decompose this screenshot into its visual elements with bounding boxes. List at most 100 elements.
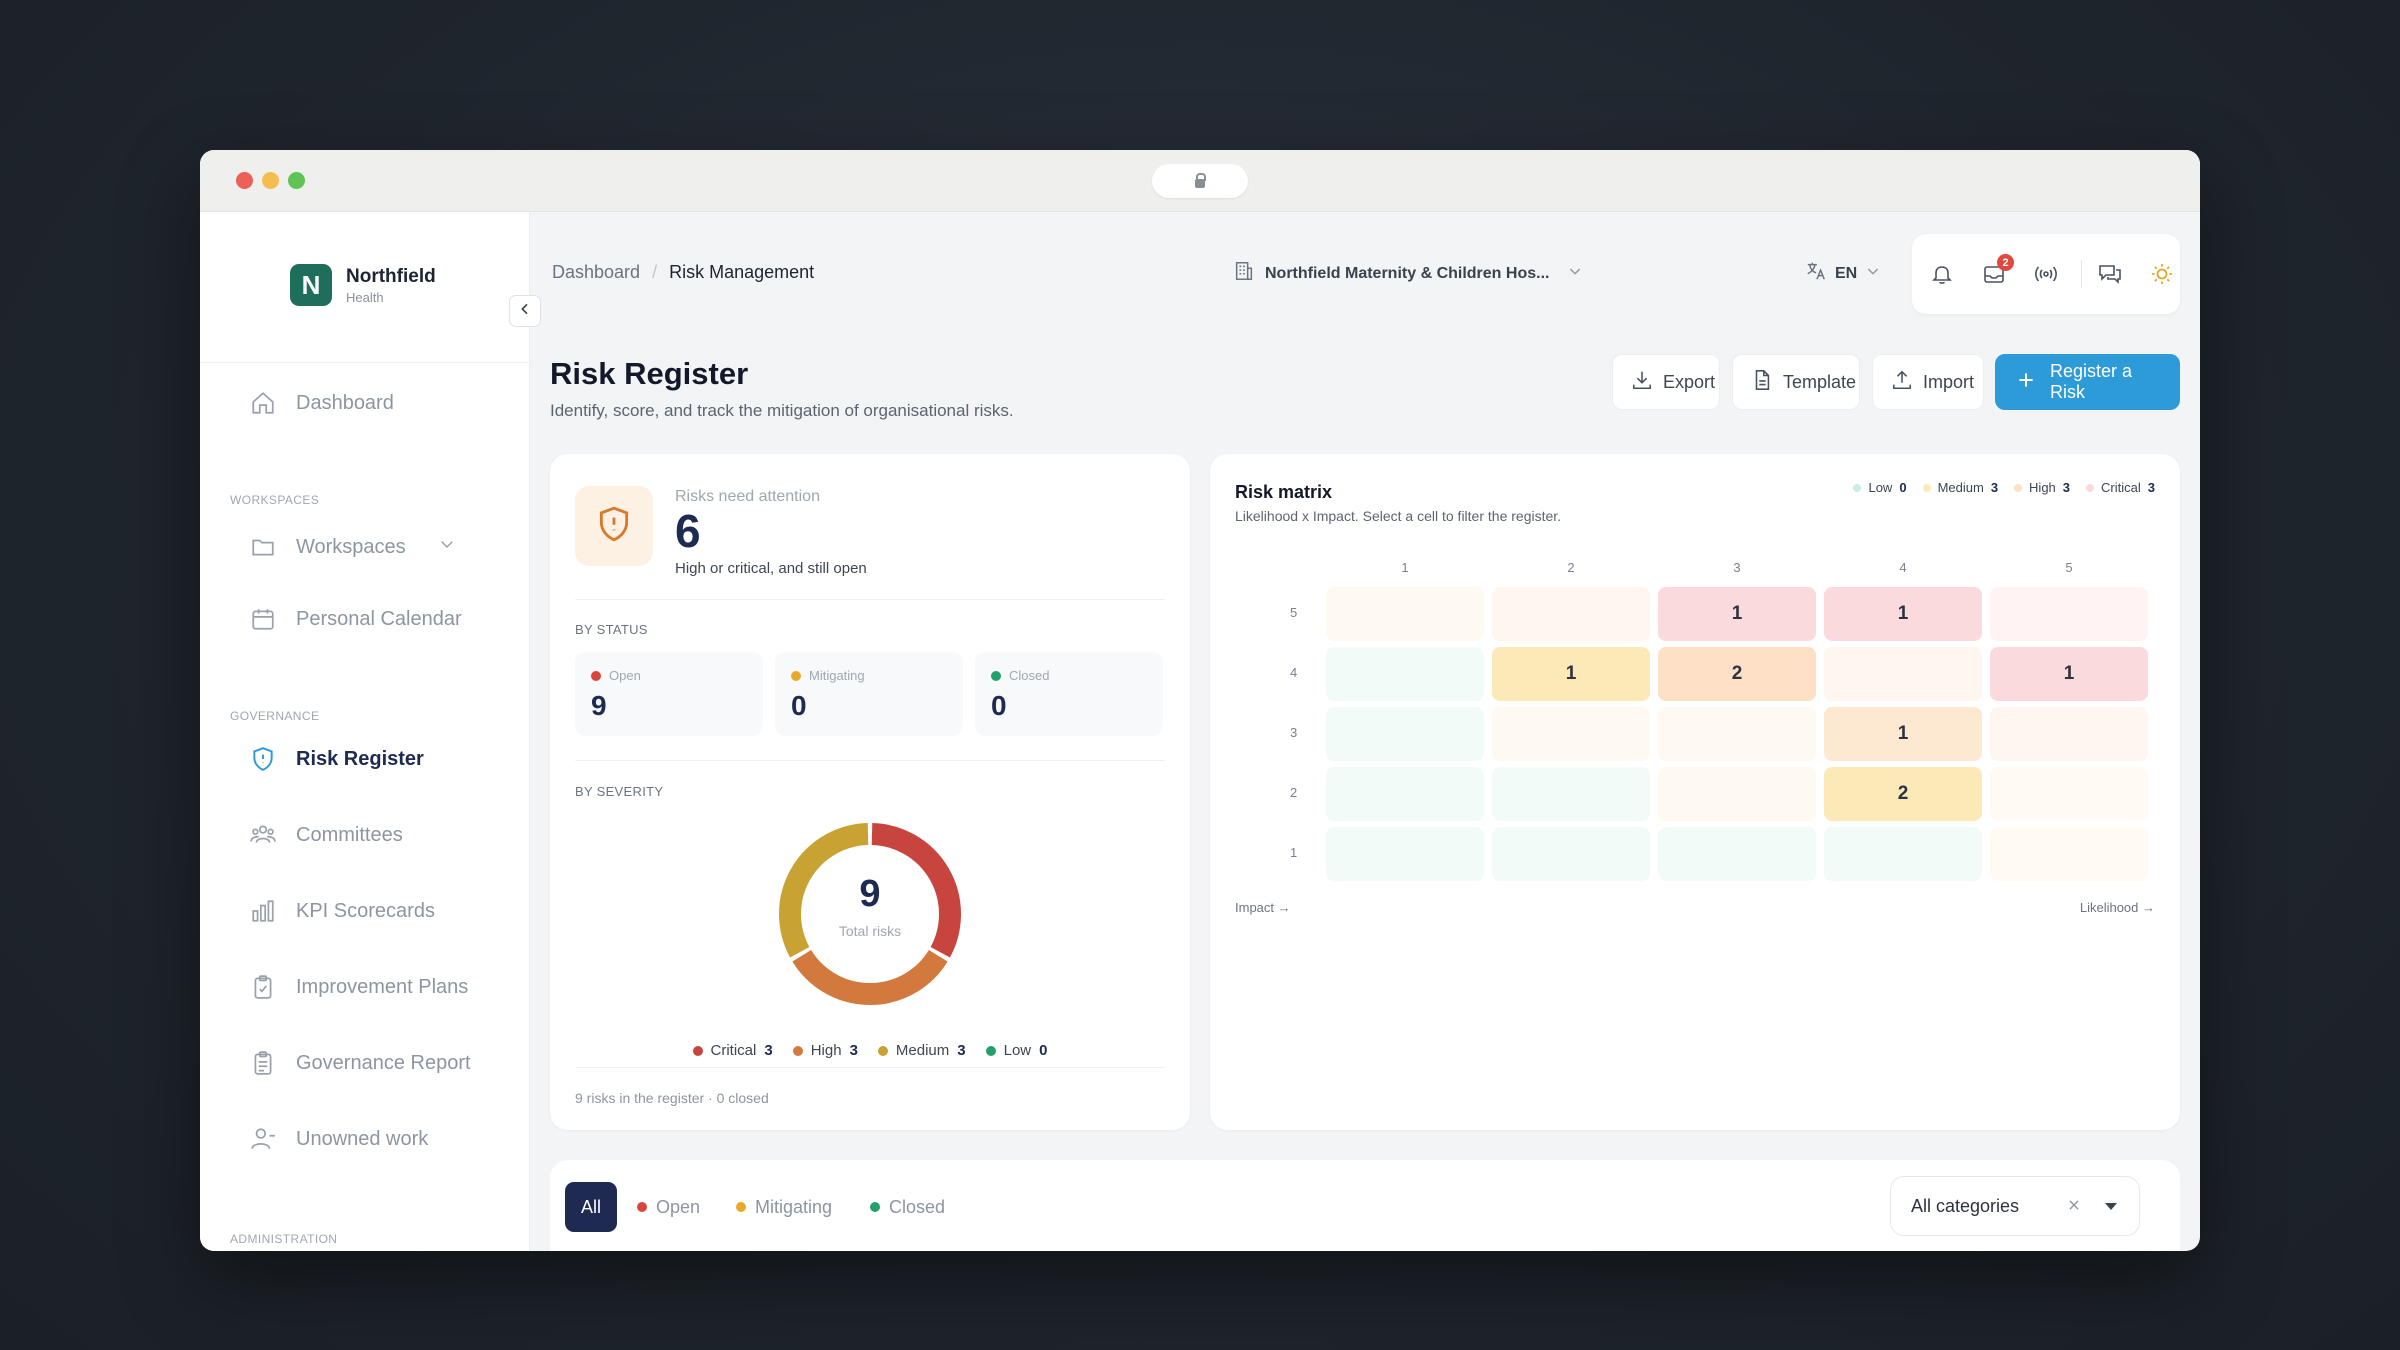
chevron-down-icon[interactable] bbox=[438, 535, 456, 559]
matrix-cell[interactable] bbox=[1990, 827, 2148, 881]
donut-segment-critical[interactable] bbox=[871, 823, 961, 958]
matrix-cell[interactable] bbox=[1824, 647, 1982, 701]
matrix-cell[interactable] bbox=[1990, 707, 2148, 761]
section-label-workspaces: WORKSPACES bbox=[230, 493, 320, 507]
breadcrumb-current: Risk Management bbox=[669, 262, 815, 282]
close-window-button[interactable] bbox=[236, 172, 253, 189]
status-label: Mitigating bbox=[809, 668, 865, 683]
legend-label: High bbox=[2029, 480, 2056, 495]
organisation-select[interactable]: Northfield Maternity & Children Hos... bbox=[1233, 260, 1583, 287]
donut-segment-high[interactable] bbox=[792, 949, 948, 1005]
chevron-down-icon bbox=[1567, 263, 1583, 284]
upload-icon bbox=[1891, 369, 1913, 396]
matrix-cell[interactable] bbox=[1326, 647, 1484, 701]
matrix-cell[interactable]: 1 bbox=[1824, 587, 1982, 641]
sidebar-item-risk-register[interactable]: Risk Register bbox=[250, 746, 424, 772]
sidebar-item-improvement-plans[interactable]: Improvement Plans bbox=[250, 974, 468, 1000]
sidebar-item-committees[interactable]: Committees bbox=[250, 822, 403, 848]
legend-low: Low 0 bbox=[1853, 480, 1907, 495]
minimize-window-button[interactable] bbox=[262, 172, 279, 189]
closed-dot bbox=[870, 1202, 880, 1212]
legend-critical: Critical 3 bbox=[2086, 480, 2155, 495]
status-value: 9 bbox=[591, 690, 607, 721]
brand[interactable]: N Northfield Health bbox=[290, 264, 436, 306]
status-closed-stat[interactable]: Closed 0 bbox=[975, 652, 1163, 736]
column-label: 1 bbox=[1401, 560, 1409, 575]
matrix-cell[interactable] bbox=[1990, 587, 2148, 641]
attention-description: High or critical, and still open bbox=[675, 560, 867, 577]
sidebar-item-label: Workspaces bbox=[296, 535, 406, 558]
matrix-cell[interactable] bbox=[1492, 827, 1650, 881]
filter-chip-closed[interactable]: Closed bbox=[870, 1182, 945, 1232]
breadcrumb-dashboard[interactable]: Dashboard bbox=[552, 262, 641, 282]
status-mitigating-stat[interactable]: Mitigating 0 bbox=[775, 652, 963, 736]
filter-chip-open[interactable]: Open bbox=[637, 1182, 700, 1232]
chat-icon[interactable] bbox=[2094, 258, 2126, 290]
sidebar-item-workspaces[interactable]: Workspaces bbox=[250, 534, 456, 560]
matrix-cell[interactable] bbox=[1658, 827, 1816, 881]
critical-dot bbox=[692, 1045, 703, 1056]
template-button[interactable]: Template bbox=[1732, 354, 1860, 410]
matrix-cell[interactable]: 2 bbox=[1824, 767, 1982, 821]
bar-chart-icon bbox=[250, 898, 276, 924]
sidebar-item-label: Governance Report bbox=[296, 1051, 471, 1074]
matrix-cell[interactable] bbox=[1658, 707, 1816, 761]
register-risk-button[interactable]: Register a Risk bbox=[1995, 354, 2180, 410]
status-open-stat[interactable]: Open 9 bbox=[575, 652, 763, 736]
matrix-cell[interactable] bbox=[1326, 587, 1484, 641]
risk-matrix-card: Risk matrix Likelihood x Impact. Select … bbox=[1210, 454, 2180, 1130]
sidebar-item-governance-report[interactable]: Governance Report bbox=[250, 1050, 471, 1076]
matrix-cell[interactable] bbox=[1658, 767, 1816, 821]
status-value: 0 bbox=[991, 690, 1007, 721]
risk-matrix-subtitle: Likelihood x Impact. Select a cell to fi… bbox=[1235, 508, 1562, 524]
register-risk-label: Register a Risk bbox=[2050, 361, 2133, 402]
matrix-cell[interactable] bbox=[1326, 707, 1484, 761]
caret-down-icon[interactable] bbox=[2103, 1196, 2119, 1217]
clear-icon[interactable] bbox=[2067, 1196, 2081, 1217]
matrix-cell[interactable]: 1 bbox=[1824, 707, 1982, 761]
sidebar-item-dashboard[interactable]: Dashboard bbox=[250, 390, 394, 416]
high-dot bbox=[792, 1045, 803, 1056]
address-bar[interactable] bbox=[1152, 164, 1248, 198]
filter-chip-all[interactable]: All bbox=[565, 1182, 618, 1232]
donut-segment-medium[interactable] bbox=[779, 823, 869, 958]
collapse-sidebar-button[interactable] bbox=[509, 295, 541, 327]
row-label: 5 bbox=[1290, 605, 1298, 620]
column-label: 5 bbox=[2065, 560, 2073, 575]
sun-icon[interactable] bbox=[2146, 258, 2178, 290]
bell-icon[interactable] bbox=[1926, 258, 1958, 290]
matrix-cell[interactable] bbox=[1326, 767, 1484, 821]
matrix-cell[interactable] bbox=[1492, 707, 1650, 761]
chip-label: Open bbox=[656, 1196, 701, 1217]
plus-icon bbox=[2016, 370, 2036, 395]
matrix-cell[interactable] bbox=[1326, 827, 1484, 881]
matrix-cell[interactable] bbox=[1492, 587, 1650, 641]
matrix-cell[interactable] bbox=[1824, 827, 1982, 881]
by-status-heading: BY STATUS bbox=[575, 622, 648, 637]
matrix-cell[interactable] bbox=[1492, 767, 1650, 821]
matrix-cell[interactable]: 2 bbox=[1658, 647, 1816, 701]
import-button[interactable]: Import bbox=[1872, 354, 1984, 410]
sidebar-item-personal-calendar[interactable]: Personal Calendar bbox=[250, 606, 462, 632]
closed-dot bbox=[991, 670, 1001, 681]
inbox-icon[interactable]: 2 bbox=[1978, 254, 2014, 290]
title-bar bbox=[200, 150, 2200, 212]
likelihood-axis-label: Likelihood → bbox=[2079, 900, 2155, 915]
maximize-window-button[interactable] bbox=[288, 172, 305, 189]
sidebar-item-kpi-scorecards[interactable]: KPI Scorecards bbox=[250, 898, 435, 924]
filter-chip-mitigating[interactable]: Mitigating bbox=[736, 1182, 832, 1232]
category-select[interactable]: All categories bbox=[1890, 1176, 2140, 1236]
breadcrumb: Dashboard / Risk Management bbox=[552, 262, 814, 283]
sidebar-item-unowned-work[interactable]: Unowned work bbox=[250, 1126, 428, 1152]
mitigating-dot bbox=[791, 670, 801, 681]
matrix-cell[interactable]: 1 bbox=[1492, 647, 1650, 701]
legend-value: 3 bbox=[957, 1042, 966, 1059]
export-button[interactable]: Export bbox=[1612, 354, 1720, 410]
chevron-down-icon bbox=[1865, 263, 1881, 284]
matrix-cell[interactable]: 1 bbox=[1990, 647, 2148, 701]
broadcast-icon[interactable] bbox=[2030, 258, 2062, 290]
language-select[interactable]: EN bbox=[1805, 260, 1881, 287]
matrix-cell[interactable]: 1 bbox=[1658, 587, 1816, 641]
matrix-cell[interactable] bbox=[1990, 767, 2148, 821]
attention-count: 6 bbox=[675, 505, 701, 557]
